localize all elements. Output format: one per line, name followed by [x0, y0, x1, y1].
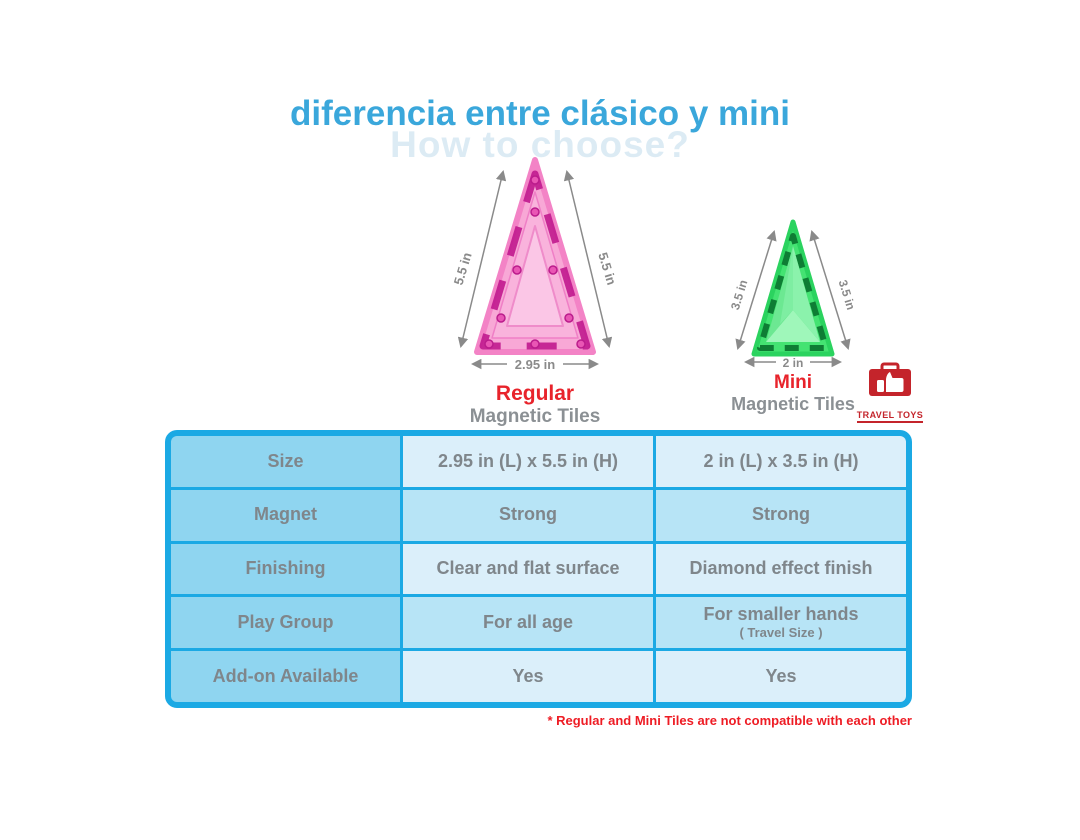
row-label-finishing: Finishing [171, 543, 400, 595]
regular-side-label-left: 5.5 in [451, 251, 475, 287]
travel-toys-logo-text: TRAVEL TOYS [856, 410, 924, 423]
cell-mini-playgroup: For smaller hands ( Travel Size ) [656, 597, 906, 649]
mini-magnet-strips [757, 233, 829, 351]
cell-mini-finishing: Diamond effect finish [656, 543, 906, 595]
mini-base-label: 2 in [783, 356, 804, 370]
suitcase-thumbs-up-icon [869, 362, 911, 396]
cell-regular-addon: Yes [403, 651, 653, 702]
regular-tile-subtitle: Magnetic Tiles [469, 406, 601, 427]
cell-mini-playgroup-main: For smaller hands [703, 604, 859, 625]
cell-regular-finishing: Clear and flat surface [403, 543, 653, 595]
mini-tile-subtitle: Magnetic Tiles [731, 394, 855, 414]
mini-tile-name: Mini [774, 372, 812, 393]
mini-side-label-left: 3.5 in [728, 278, 750, 311]
regular-left-dimension-arrow [457, 169, 507, 349]
cell-mini-addon: Yes [656, 651, 906, 702]
row-label-addon: Add-on Available [171, 651, 400, 702]
cell-mini-playgroup-sub: ( Travel Size ) [739, 625, 823, 641]
comparison-table: Size 2.95 in (L) x 5.5 in (H) 2 in (L) x… [165, 430, 912, 708]
regular-triangle-illustration: 5.5 in 5.5 in 2.95 in [451, 157, 619, 372]
row-label-size: Size [171, 436, 400, 487]
mini-left-dimension-arrow [735, 229, 777, 351]
regular-side-label-right: 5.5 in [595, 251, 619, 287]
cell-mini-magnet: Strong [656, 489, 906, 541]
regular-tile-figure: 5.5 in 5.5 in 2.95 in Regular Magnetic T… [433, 148, 637, 428]
mini-diamond-facets [766, 246, 820, 342]
page-title: diferencia entre clásico y mini [290, 94, 790, 133]
faded-subtitle: How to choose? [390, 124, 690, 165]
cell-regular-playgroup: For all age [403, 597, 653, 649]
row-label-magnet: Magnet [171, 489, 400, 541]
mini-triangle-illustration: 3.5 in 3.5 in 2 in [728, 219, 858, 370]
regular-base-label: 2.95 in [515, 357, 556, 372]
cell-regular-size: 2.95 in (L) x 5.5 in (H) [403, 436, 653, 487]
mini-right-dimension-arrow [809, 229, 851, 351]
cell-mini-size: 2 in (L) x 3.5 in (H) [656, 436, 906, 487]
cell-regular-magnet: Strong [403, 489, 653, 541]
footnote: * Regular and Mini Tiles are not compati… [547, 713, 912, 728]
regular-rivets [484, 175, 586, 349]
row-label-playgroup: Play Group [171, 597, 400, 649]
regular-right-dimension-arrow [563, 169, 613, 349]
travel-toys-logo: TRAVEL TOYS [856, 360, 924, 423]
mini-tile-figure: 3.5 in 3.5 in 2 in Mini Magnetic Tiles [726, 212, 860, 415]
regular-inner-outline [506, 225, 564, 327]
mini-side-label-right: 3.5 in [836, 278, 858, 311]
regular-tile-name: Regular [495, 382, 575, 405]
